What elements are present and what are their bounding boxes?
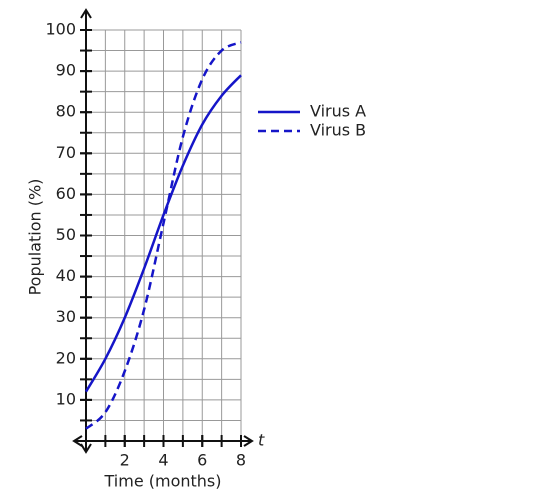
x-tick-label: 8 [236, 451, 246, 470]
y-tick-label: 60 [56, 184, 76, 203]
y-tick-label: 90 [56, 61, 76, 80]
y-tick-label: 80 [56, 102, 76, 121]
series-line [84, 74, 242, 393]
x-tick-label: 4 [158, 451, 168, 470]
y-axis-label: Population (%) [26, 179, 45, 296]
y-tick-label: 30 [56, 307, 76, 326]
x-tick-label: 6 [197, 451, 207, 470]
axis-arrow [80, 8, 92, 19]
y-tick-label: 10 [56, 389, 76, 408]
y-tick-label: 40 [56, 266, 76, 285]
x-axis-symbol: t [258, 431, 265, 450]
axis-arrow [243, 435, 254, 447]
series-line [85, 41, 242, 430]
y-tick-label: 70 [56, 143, 76, 162]
x-tick-label: 2 [120, 451, 130, 470]
y-tick-label: 50 [56, 225, 76, 244]
x-axis-label: Time (months) [104, 472, 222, 491]
axis-arrow [80, 443, 92, 454]
axis-arrow [72, 435, 83, 447]
y-tick-label: 20 [56, 348, 76, 367]
legend-label: Virus B [310, 121, 366, 140]
legend-label: Virus A [310, 102, 366, 121]
y-tick-label: 100 [45, 20, 76, 39]
